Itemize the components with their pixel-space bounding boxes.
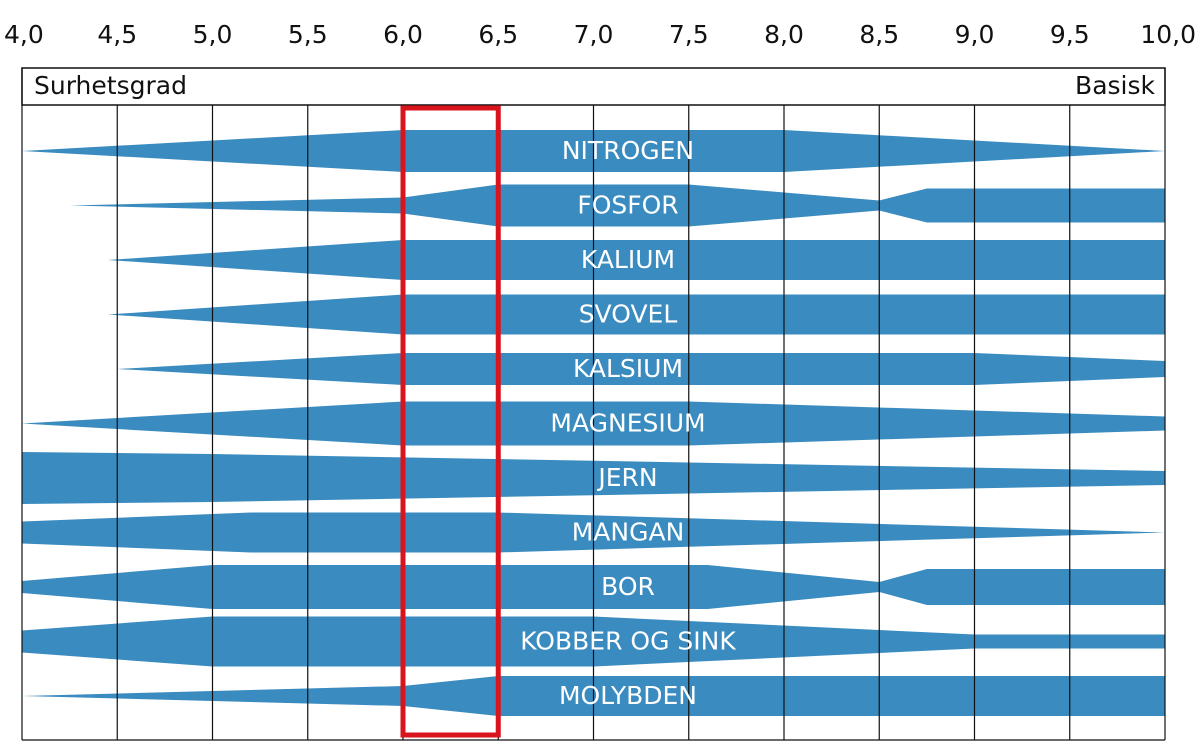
x-tick-label: 6,0 <box>383 20 423 49</box>
band-label: NITROGEN <box>562 136 694 165</box>
x-tick-label: 4,5 <box>97 20 137 49</box>
x-tick-label: 7,5 <box>669 20 709 49</box>
x-tick-label: 4,0 <box>4 20 44 49</box>
header-box <box>21 67 1166 106</box>
band-label: JERN <box>596 463 657 492</box>
acid-label: Surhetsgrad <box>34 71 187 100</box>
x-tick-label: 8,0 <box>764 20 804 49</box>
x-tick-label: 9,5 <box>1050 20 1090 49</box>
band-label: SVOVEL <box>579 300 678 329</box>
band-label: KOBBER OG SINK <box>520 627 736 656</box>
x-tick-label: 7,0 <box>574 20 614 49</box>
nutrient-band <box>69 184 1165 227</box>
band-label: FOSFOR <box>577 191 678 220</box>
band-label: KALSIUM <box>573 354 683 383</box>
x-tick-label: 10,0 <box>1140 20 1196 49</box>
basic-label: Basisk <box>1075 71 1155 100</box>
nutrient-band <box>107 240 1166 280</box>
x-tick-label: 6,5 <box>478 20 518 49</box>
nutrient-band <box>107 294 1166 335</box>
x-tick-label: 8,5 <box>859 20 899 49</box>
nutrient-band <box>117 353 1165 385</box>
band-label: BOR <box>601 572 655 601</box>
x-tick-label: 5,0 <box>193 20 233 49</box>
x-tick-label: 9,0 <box>955 20 995 49</box>
highlight-range <box>400 105 501 738</box>
band-label: MAGNESIUM <box>550 409 705 438</box>
band-label: MANGAN <box>572 518 685 547</box>
x-tick-label: 5,5 <box>288 20 328 49</box>
band-label: KALIUM <box>581 245 675 274</box>
band-label: MOLYBDEN <box>559 681 697 710</box>
